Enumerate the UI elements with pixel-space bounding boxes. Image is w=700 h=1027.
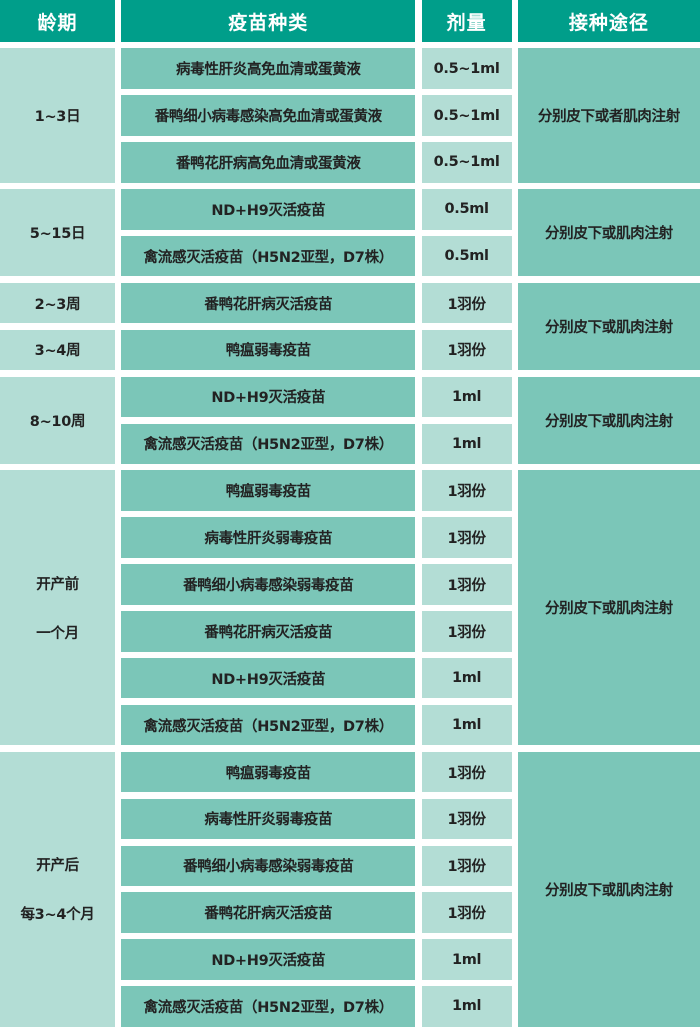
dose-cell: 1羽份	[421, 751, 512, 793]
dose-cell: 1羽份	[421, 470, 512, 511]
age-label: 开产前	[36, 576, 79, 593]
dose-cell: 1羽份	[421, 282, 512, 324]
dose-cell: 1羽份	[421, 329, 512, 371]
dose-cell: 1ml	[421, 657, 512, 699]
dose-cell: 1ml	[421, 704, 512, 746]
vaccine-cell: 番鸭花肝病灭活疫苗	[121, 282, 416, 324]
dose-cell: 0.5ml	[421, 235, 512, 277]
dose-cell: 1ml	[421, 376, 512, 418]
route-cell: 分别皮下或肌肉注射	[517, 189, 700, 277]
age-cell: 5~15日	[0, 189, 115, 277]
vaccine-cell: 病毒性肝炎弱毒疫苗	[121, 798, 416, 840]
vaccine-cell: 禽流感灭活疫苗（H5N2亚型，D7株）	[121, 423, 416, 465]
age-label: 一个月	[36, 625, 79, 642]
dose-cell: 1ml	[421, 986, 512, 1027]
age-cell: 8~10周	[0, 376, 115, 465]
header-vaccine: 疫苗种类	[121, 0, 416, 42]
age-label: 1~3日	[34, 109, 81, 126]
age-cell: 2~3周	[0, 282, 115, 324]
header-route: 接种途径	[517, 0, 700, 42]
age-cell: 开产前 一个月	[0, 470, 115, 746]
dose-cell: 1羽份	[421, 892, 512, 933]
age-label: 开产后	[36, 858, 79, 875]
route-cell: 分别皮下或肌肉注射	[517, 470, 700, 746]
dose-cell: 0.5ml	[421, 189, 512, 230]
dose-cell: 1ml	[421, 423, 512, 465]
vaccine-cell: 番鸭花肝病灭活疫苗	[121, 892, 416, 933]
header-age: 龄期	[0, 0, 115, 42]
age-label: 每3~4个月	[20, 907, 95, 924]
vaccine-cell: 鸭瘟弱毒疫苗	[121, 329, 416, 371]
dose-cell: 0.5~1ml	[421, 142, 512, 183]
vaccine-cell: ND+H9灭活疫苗	[121, 189, 416, 230]
header-dose: 剂量	[421, 0, 512, 42]
age-cell: 开产后每3~4个月	[0, 751, 115, 1027]
age-cell: 3~4周	[0, 329, 115, 371]
vaccine-cell: ND+H9灭活疫苗	[121, 376, 416, 418]
vaccine-cell: 鸭瘟弱毒疫苗	[121, 470, 416, 511]
dose-cell: 1羽份	[421, 798, 512, 840]
age-label: 8~10周	[29, 413, 86, 430]
vaccine-cell: 番鸭细小病毒感染弱毒疫苗	[121, 845, 416, 887]
vaccine-cell: 番鸭细小病毒感染弱毒疫苗	[121, 564, 416, 605]
vaccine-cell: 禽流感灭活疫苗（H5N2亚型，D7株）	[121, 986, 416, 1027]
dose-cell: 0.5~1ml	[421, 95, 512, 136]
vaccine-cell: 病毒性肝炎弱毒疫苗	[121, 517, 416, 558]
route-cell: 分别皮下或肌肉注射	[517, 376, 700, 465]
dose-cell: 1羽份	[421, 517, 512, 558]
age-cell: 1~3日	[0, 48, 115, 183]
vaccine-cell: 鸭瘟弱毒疫苗	[121, 751, 416, 793]
vaccine-cell: ND+H9灭活疫苗	[121, 657, 416, 699]
route-cell: 分别皮下或肌肉注射	[517, 751, 700, 1027]
vaccine-cell: 番鸭细小病毒感染高免血清或蛋黄液	[121, 95, 416, 136]
vaccine-cell: 番鸭花肝病灭活疫苗	[121, 611, 416, 652]
dose-cell: 1ml	[421, 939, 512, 980]
dose-cell: 1羽份	[421, 611, 512, 652]
age-label: 5~15日	[29, 226, 86, 243]
vaccine-cell: ND+H9灭活疫苗	[121, 939, 416, 980]
route-cell: 分别皮下或肌肉注射	[517, 282, 700, 371]
dose-cell: 0.5~1ml	[421, 48, 512, 89]
vaccine-cell: 禽流感灭活疫苗（H5N2亚型，D7株）	[121, 235, 416, 277]
dose-cell: 1羽份	[421, 845, 512, 887]
dose-cell: 1羽份	[421, 564, 512, 605]
vaccine-cell: 病毒性肝炎高免血清或蛋黄液	[121, 48, 416, 89]
vaccine-cell: 禽流感灭活疫苗（H5N2亚型，D7株）	[121, 704, 416, 746]
vaccine-cell: 番鸭花肝病高免血清或蛋黄液	[121, 142, 416, 183]
route-cell: 分别皮下或者肌肉注射	[517, 48, 700, 183]
